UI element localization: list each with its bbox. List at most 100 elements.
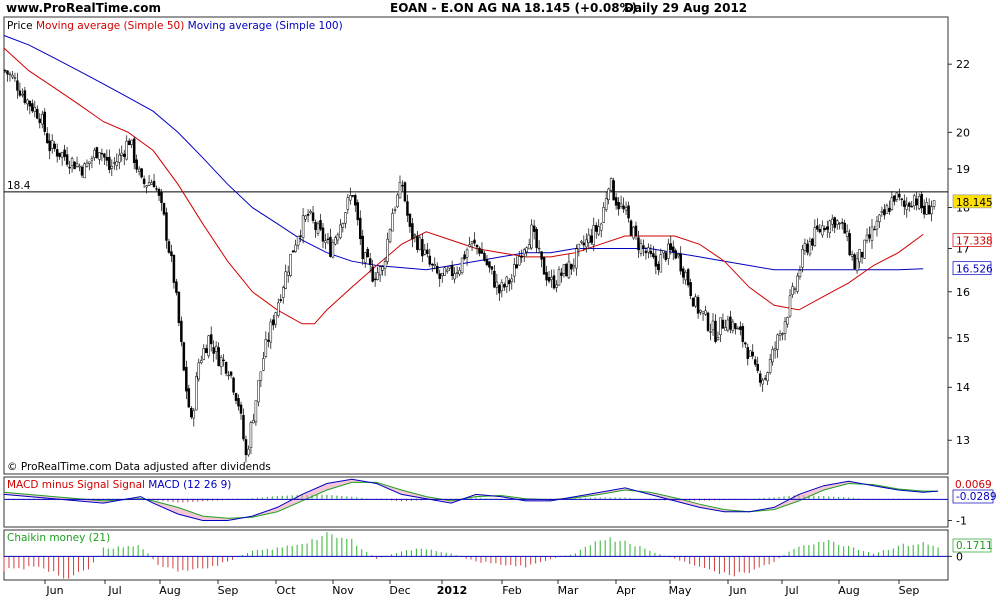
candle-body (520, 255, 523, 258)
candle-body (932, 200, 936, 207)
candle-body (58, 152, 61, 158)
candle-body (880, 211, 884, 213)
candle-body (590, 235, 593, 243)
candle-body (391, 213, 394, 232)
candle-body (167, 241, 171, 253)
candle-body (344, 212, 347, 224)
candle-body (408, 213, 412, 227)
candle-body (165, 212, 168, 241)
candle-body (145, 185, 148, 188)
candle-body (850, 254, 854, 257)
candle-body (88, 161, 91, 164)
candle-body (122, 153, 126, 157)
cmf-tick-label: 0 (956, 550, 963, 563)
candle-body (341, 223, 345, 228)
candle-body (115, 161, 119, 166)
candle-body (319, 220, 322, 230)
candle-body (212, 347, 215, 354)
candle-body (324, 240, 327, 243)
x-axis-label: Oct (276, 584, 296, 597)
period-date: Daily 29 Aug 2012 (624, 1, 748, 15)
candle-body (783, 321, 787, 334)
candle-body (393, 209, 397, 211)
candle-body (895, 192, 899, 200)
candle-body (396, 194, 399, 208)
cmf-last-value: 0.1711 (956, 540, 993, 552)
candle-body (652, 253, 655, 258)
candle-body (349, 195, 352, 201)
candle-body (883, 209, 886, 216)
candle-body (903, 200, 906, 207)
candle-body (339, 224, 342, 238)
candle-body (875, 220, 879, 230)
candle-body (180, 320, 183, 342)
candle-body (383, 261, 387, 269)
candle-body (751, 351, 754, 357)
candle-body (669, 243, 673, 251)
candle-body (766, 372, 769, 382)
candle-body (619, 203, 623, 207)
macd-signal-value-box (952, 489, 994, 504)
price-tick-label: 16 (956, 286, 970, 299)
candle-body (818, 228, 822, 233)
candle-body (78, 165, 81, 168)
price-tick-label: 15 (956, 332, 970, 345)
candle-body (65, 154, 69, 165)
candle-body (458, 269, 461, 275)
candle-body (8, 73, 12, 76)
candle-body (453, 273, 456, 280)
last-ma50-value-box (952, 233, 992, 247)
candle-body (237, 398, 240, 407)
candle-body (371, 266, 374, 282)
candle-body (75, 163, 79, 167)
candle-body (361, 235, 364, 260)
candle-body (535, 228, 538, 249)
candle-body (602, 206, 605, 223)
candle-body (689, 282, 692, 297)
x-axis-label: Dec (389, 584, 410, 597)
candle-body (329, 236, 332, 257)
x-axis-label: Feb (502, 584, 521, 597)
candle-body (11, 75, 14, 78)
candle-body (55, 149, 59, 157)
last-ma100-value: 16.526 (956, 264, 993, 276)
candle-body (527, 244, 531, 250)
candle-body (676, 254, 680, 257)
candle-body (684, 272, 687, 281)
candle-body (773, 348, 777, 351)
candle-body (848, 233, 851, 256)
candle-body (912, 195, 916, 207)
candle-body (135, 159, 138, 170)
candle-body (639, 243, 643, 254)
candle-body (925, 202, 928, 215)
candle-body (272, 319, 275, 326)
candle-body (175, 281, 178, 293)
candle-body (858, 249, 861, 263)
price-legend-item: Moving average (Simple 100) (184, 20, 342, 32)
candle-body (217, 347, 220, 367)
last-ma100-value-box (952, 261, 992, 276)
candle-body (26, 99, 29, 105)
candle-body (627, 205, 630, 219)
candle-body (406, 201, 409, 216)
x-axis-label: May (669, 584, 692, 597)
candle-body (309, 211, 312, 213)
candle-body (577, 243, 581, 250)
candle-body (45, 133, 49, 144)
candle-body (545, 272, 548, 281)
candle-body (289, 253, 292, 276)
candle-body (227, 374, 230, 377)
candle-body (252, 420, 255, 424)
candle-body (448, 265, 451, 269)
candle-body (580, 240, 583, 243)
candle-body (716, 337, 720, 341)
candle-body (363, 252, 367, 263)
candle-body (28, 100, 32, 107)
candle-body (262, 358, 265, 371)
macd-legend: MACD minus Signal Signal MACD (12 26 9) (7, 479, 231, 491)
candle-body (232, 377, 235, 393)
macd-tick-label: -1 (956, 514, 967, 527)
candle-body (612, 180, 615, 201)
candle-body (845, 231, 849, 237)
candle-body (21, 93, 24, 96)
